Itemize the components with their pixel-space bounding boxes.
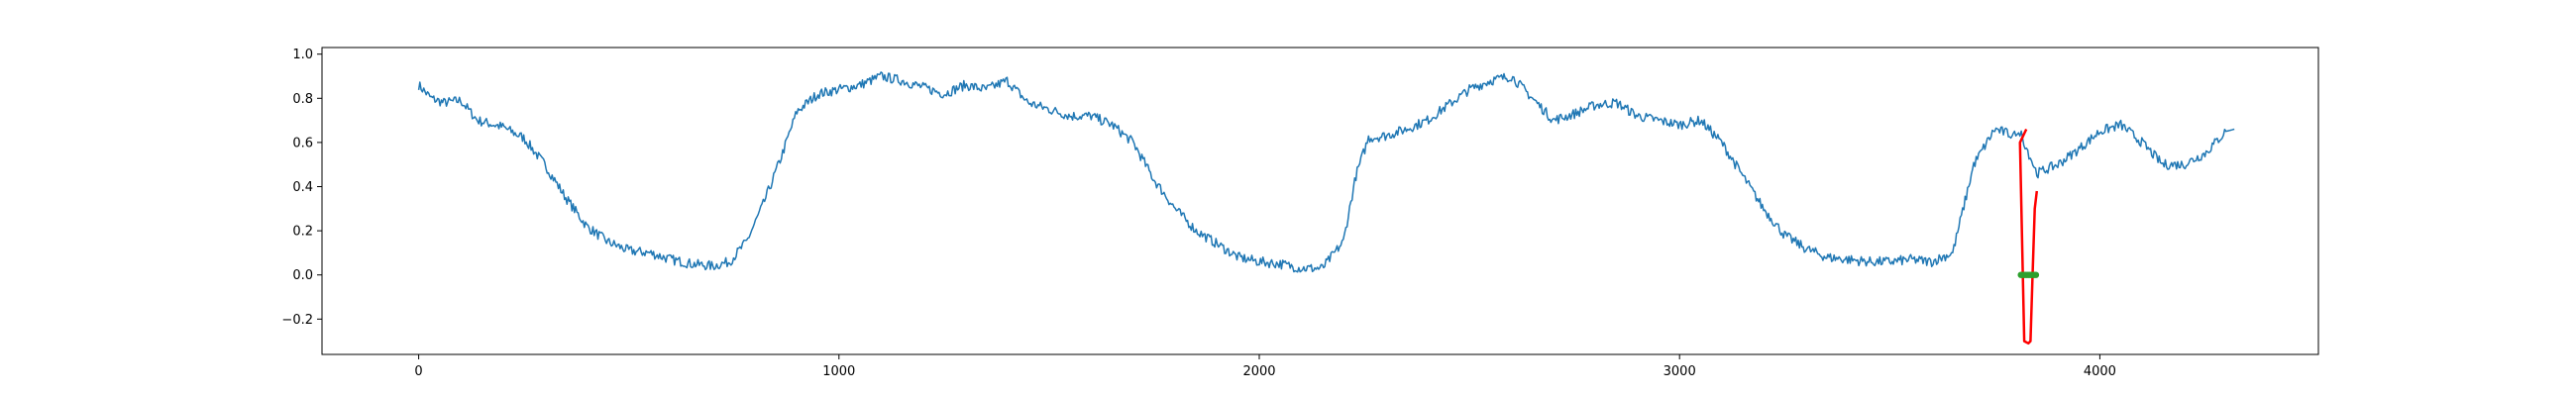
y-tick-label: 0.4 bbox=[292, 180, 313, 195]
x-tick-label: 4000 bbox=[2084, 364, 2116, 379]
x-tick-label: 0 bbox=[414, 364, 422, 379]
y-tick-label: 0.0 bbox=[292, 268, 313, 283]
y-tick-label: 0.8 bbox=[292, 92, 313, 107]
x-tick-label: 1000 bbox=[822, 364, 855, 379]
x-tick-label: 2000 bbox=[1242, 364, 1275, 379]
y-tick-label: 0.2 bbox=[292, 225, 313, 240]
x-tick-label: 3000 bbox=[1664, 364, 1696, 379]
plot-frame bbox=[321, 47, 2319, 355]
series-line-blue bbox=[417, 71, 2235, 273]
series-line-red bbox=[2018, 128, 2039, 346]
y-tick-label: −0.2 bbox=[281, 313, 313, 328]
y-tick-label: 1.0 bbox=[292, 48, 313, 62]
axis-layer: 0 1000 2000 3000 4000 −0.2 0.0 0.2 0.4 0.6 0.8 1.0 bbox=[281, 48, 2116, 379]
y-tick-label: 0.6 bbox=[292, 136, 313, 150]
series-layer bbox=[417, 71, 2235, 346]
marker-point bbox=[2032, 271, 2040, 278]
